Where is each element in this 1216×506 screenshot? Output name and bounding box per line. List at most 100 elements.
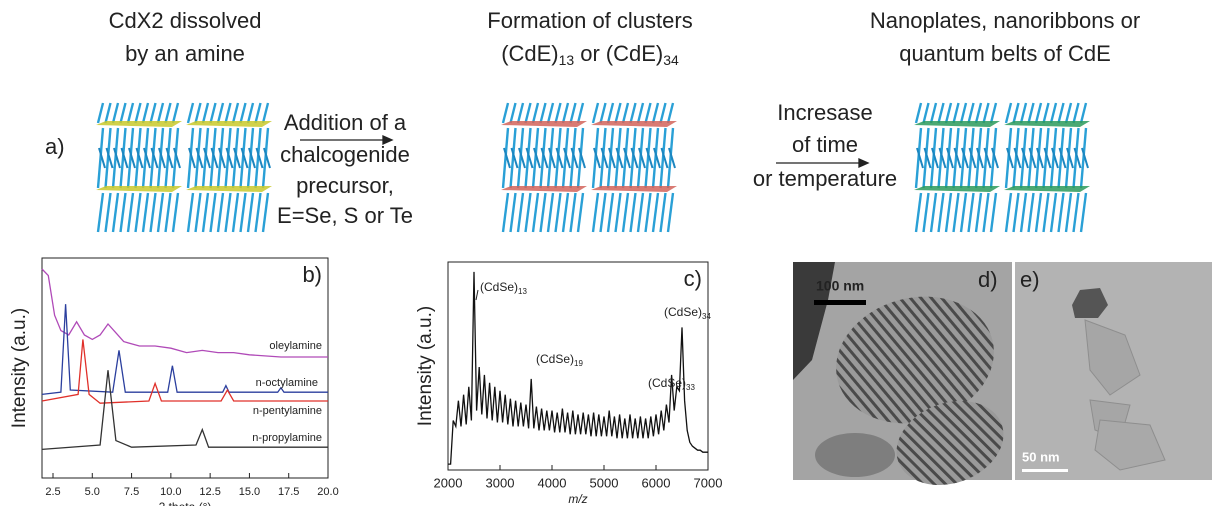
rod <box>931 193 936 232</box>
rod <box>511 103 516 123</box>
rod <box>556 103 561 123</box>
rod <box>631 103 636 123</box>
rod <box>976 103 981 123</box>
rod <box>98 193 103 232</box>
rod <box>166 193 171 232</box>
rod <box>1051 103 1056 123</box>
rod <box>226 193 231 232</box>
annotation-text: (CdSe) <box>536 352 574 366</box>
rod <box>1036 193 1041 232</box>
rod <box>931 103 936 123</box>
rod <box>548 193 553 232</box>
rod <box>503 193 508 232</box>
rod <box>1074 103 1079 123</box>
rod <box>1044 193 1049 232</box>
tem-image-e: 50 nm e) <box>1015 262 1212 480</box>
rod <box>623 193 628 232</box>
rod <box>121 193 126 232</box>
x-tick-label: 2.5 <box>45 486 60 498</box>
rod <box>136 193 141 232</box>
rod <box>263 103 268 123</box>
rod <box>646 103 651 123</box>
arrow-text: chalcogenide <box>280 142 410 167</box>
rod <box>256 193 261 232</box>
rod <box>1006 103 1011 123</box>
rod <box>106 193 111 232</box>
rod <box>954 193 959 232</box>
plate <box>914 121 1000 127</box>
rod <box>1021 193 1026 232</box>
annotation: (CdSe)13 <box>480 280 527 296</box>
panel-label: d) <box>978 267 998 292</box>
rod <box>1014 193 1019 232</box>
rod <box>541 103 546 123</box>
panel-label: a) <box>45 134 65 159</box>
rod <box>248 193 253 232</box>
rod <box>593 103 598 123</box>
rod <box>226 103 231 123</box>
rod <box>518 103 523 123</box>
rod <box>601 103 606 123</box>
rod <box>939 193 944 232</box>
step-text: Nanoplates, nanoribbons or <box>870 8 1140 33</box>
rod <box>1014 103 1019 123</box>
x-tick-label: 6000 <box>642 475 671 490</box>
rod <box>248 103 253 123</box>
series-label: n-pentylamine <box>253 405 322 417</box>
step-text: by an amine <box>125 41 245 66</box>
rod <box>1059 193 1064 232</box>
rod <box>233 193 238 232</box>
rod <box>916 103 921 123</box>
rod <box>211 103 216 123</box>
x-tick-label: 12.5 <box>199 486 220 498</box>
rod <box>533 103 538 123</box>
rod <box>218 193 223 232</box>
rod <box>128 193 133 232</box>
rod <box>526 193 531 232</box>
plate <box>1004 186 1090 192</box>
rod <box>211 193 216 232</box>
rod <box>961 193 966 232</box>
rod <box>653 103 658 123</box>
annotation-arrow <box>476 290 478 300</box>
series-label: n-propylamine <box>252 432 322 444</box>
rod <box>136 103 141 123</box>
rod <box>571 103 576 123</box>
rod <box>969 103 974 123</box>
x-tick-label: 5.0 <box>85 486 100 498</box>
arrow-text: E=Se, S or Te <box>277 203 413 228</box>
rod <box>991 103 996 123</box>
rod <box>638 193 643 232</box>
rod <box>113 193 118 232</box>
rod <box>143 103 148 123</box>
tem-image-d: 100 nm d) <box>793 262 1015 499</box>
plate <box>914 186 1000 192</box>
x-tick-label: 10.0 <box>160 486 181 498</box>
rod <box>1029 103 1034 123</box>
x-tick-label: 7000 <box>694 475 723 490</box>
plate <box>591 121 677 127</box>
rod <box>121 103 126 123</box>
rod <box>638 103 643 123</box>
annotation-subscript: 13 <box>518 287 527 296</box>
rod <box>661 193 666 232</box>
rod <box>518 193 523 232</box>
rod <box>203 103 208 123</box>
annotation-text: (CdSe) <box>664 305 702 319</box>
rod <box>601 193 606 232</box>
rod <box>526 103 531 123</box>
arrow-text: precursor, <box>296 173 394 198</box>
arrow-text: Incresase <box>777 100 872 125</box>
rod <box>924 103 929 123</box>
rod <box>196 103 201 123</box>
rod <box>623 103 628 123</box>
rod <box>616 193 621 232</box>
rod <box>203 193 208 232</box>
rod <box>1051 193 1056 232</box>
plate <box>501 121 587 127</box>
rod <box>661 103 666 123</box>
x-tick-label: 15.0 <box>239 486 260 498</box>
rod <box>1081 193 1086 232</box>
rod <box>151 103 156 123</box>
